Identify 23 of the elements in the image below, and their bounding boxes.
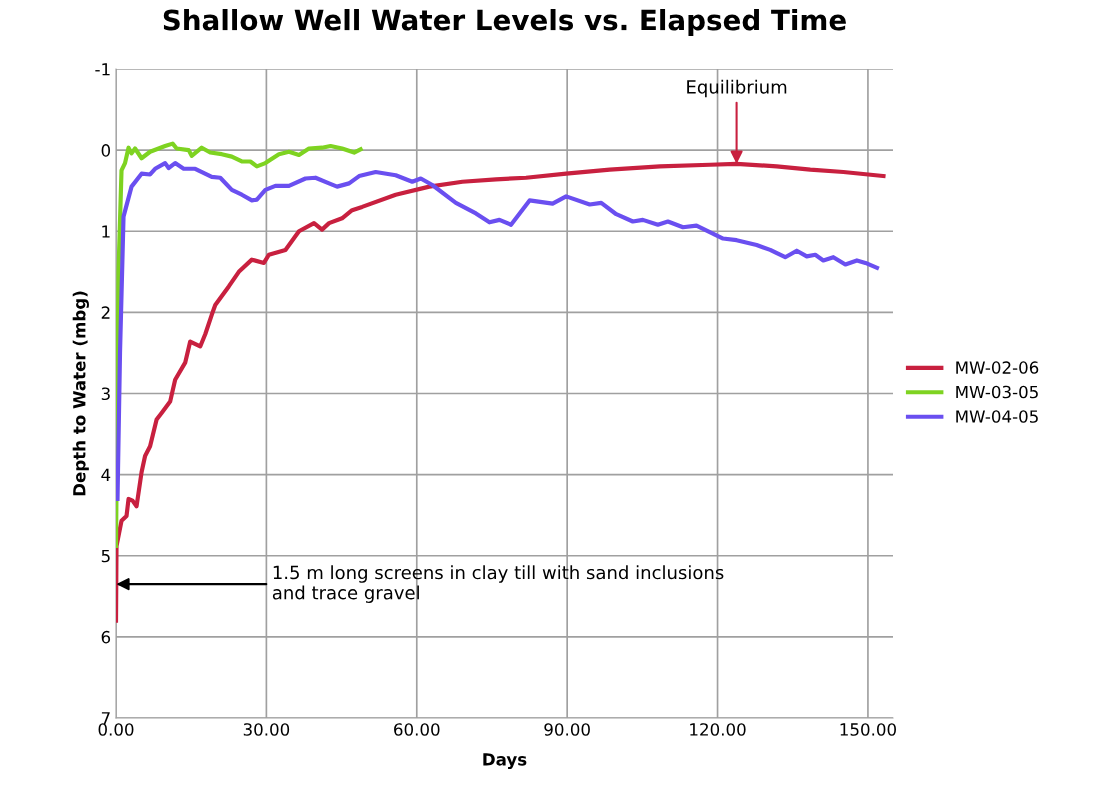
y-axis-title: Depth to Water (mbg) bbox=[72, 291, 89, 496]
x-axis-title: Days bbox=[483, 753, 527, 770]
legend-label: MW-04-05 bbox=[956, 410, 1038, 423]
y-tick-label: 5 bbox=[101, 549, 110, 563]
chart-title: Shallow Well Water Levels vs. Elapsed Time bbox=[163, 9, 846, 36]
x-tick-label: 60.00 bbox=[394, 723, 440, 736]
y-tick-label: -1 bbox=[95, 63, 110, 76]
annotation: Equilibrium bbox=[687, 79, 787, 98]
y-tick-label: 0 bbox=[101, 144, 111, 157]
x-tick-label: 30.00 bbox=[243, 723, 290, 736]
x-tick-label: 150.00 bbox=[840, 723, 896, 736]
annotation: 1.5 m long screens in clay till with sand inclusions and trace gravel bbox=[272, 565, 724, 603]
legend-label: MW-02-06 bbox=[956, 361, 1039, 374]
line-series bbox=[116, 161, 880, 502]
y-tick-label: 1 bbox=[102, 225, 110, 238]
y-tick-label: 3 bbox=[101, 387, 110, 401]
legend-label: MW-03-05 bbox=[956, 385, 1038, 399]
y-tick-label: 2 bbox=[101, 306, 110, 319]
x-tick-label: 0.00 bbox=[98, 723, 134, 736]
x-tick-label: 90.00 bbox=[544, 723, 590, 736]
y-tick-label: 6 bbox=[101, 630, 111, 644]
y-tick-label: 4 bbox=[101, 468, 111, 481]
x-tick-label: 120.00 bbox=[690, 723, 746, 736]
